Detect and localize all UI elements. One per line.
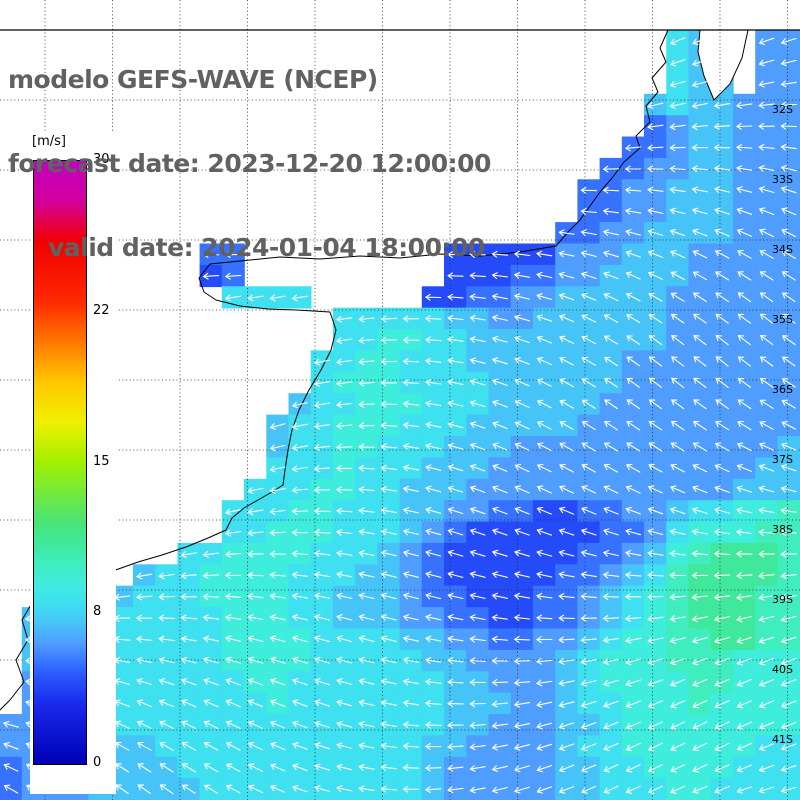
model-title: modelo GEFS-WAVE (NCEP)	[8, 65, 378, 94]
colorbar-tick-label: 22	[93, 302, 110, 318]
lat-label: 36S	[772, 383, 793, 396]
colorbar-tick-label: 15	[93, 453, 110, 469]
coastline-layer	[0, 29, 749, 711]
lat-label: 33S	[772, 173, 793, 186]
lat-label: 39S	[772, 593, 793, 606]
forecast-date: forecast date: 2023-12-20 12:00:00	[8, 149, 491, 178]
lat-label: 35S	[772, 313, 793, 326]
lat-labels-layer: 32S 33S 34S 35S 36S 37S 38S 39S 40S 41S	[772, 103, 793, 746]
lat-label: 34S	[772, 243, 793, 256]
colorbar: [m/s] 30 22 15 8 0	[30, 132, 116, 794]
lat-label: 32S	[772, 103, 793, 116]
title-block: modelo GEFS-WAVE (NCEP) forecast date: 2…	[8, 10, 491, 318]
coastline-island	[697, 29, 749, 101]
lat-label: 41S	[772, 733, 793, 746]
colorbar-unit-label: [m/s]	[32, 134, 66, 149]
colorbar-tick-label: 8	[93, 604, 102, 620]
lat-label: 40S	[772, 663, 793, 676]
valid-date: valid date: 2024-01-04 18:00:00	[48, 233, 485, 262]
coastline-path	[0, 29, 669, 711]
lat-label: 38S	[772, 523, 793, 536]
colorbar-tick-label: 30	[93, 152, 110, 167]
colorbar-tick-label: 0	[93, 755, 102, 770]
wave-direction-arrows	[2, 37, 797, 795]
colorbar-gradient	[33, 160, 87, 765]
lat-label: 37S	[772, 453, 793, 466]
